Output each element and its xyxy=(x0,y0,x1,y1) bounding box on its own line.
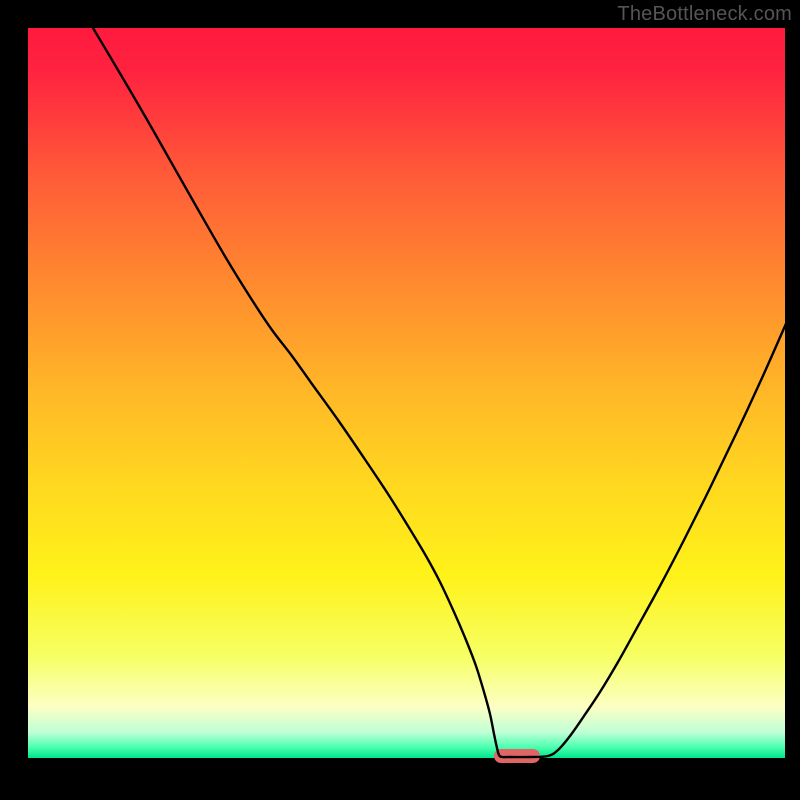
chart-plot-area xyxy=(28,28,785,758)
chart-stage: TheBottleneck.com xyxy=(0,0,800,800)
watermark-text: TheBottleneck.com xyxy=(617,3,792,26)
bottleneck-chart xyxy=(0,0,800,800)
